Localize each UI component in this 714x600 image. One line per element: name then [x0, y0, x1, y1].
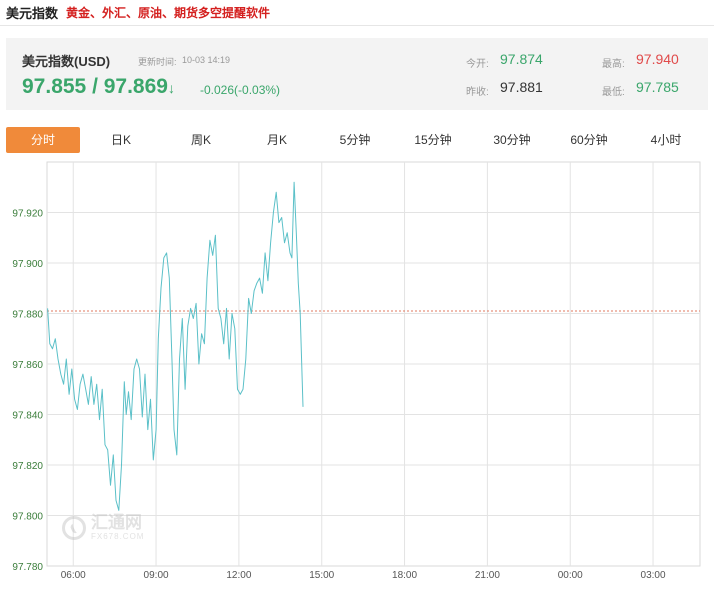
tab-monthly-k[interactable]: 月K [266, 133, 287, 147]
down-arrow-icon: ↓ [167, 80, 175, 96]
tab-daily-k[interactable]: 日K [110, 133, 131, 147]
quote-panel: 美元指数(USD) 更新时间: 10-03 14:19 97.855 / 97.… [6, 38, 708, 110]
chart-svg: 97.780 97.800 97.820 97.840 97.860 97.880 97.9… [12, 161, 701, 581]
prev-close-label: 昨收: [466, 87, 489, 98]
y-tick-label: 97.880 [12, 310, 43, 321]
price-line [47, 181, 304, 511]
tab-5min[interactable]: 5分钟 [339, 133, 371, 147]
y-tick-label: 97.800 [12, 512, 43, 523]
x-tick-label: 09:00 [144, 570, 169, 581]
y-tick-label: 97.860 [12, 360, 43, 371]
page-title: 美元指数 [6, 6, 59, 21]
tab-weekly-k[interactable]: 周K [190, 133, 211, 147]
top-bar: 美元指数 黄金、外汇、原油、期货多空提醒软件 [0, 0, 714, 26]
promo-link[interactable]: 黄金、外汇、原油、期货多空提醒软件 [66, 6, 271, 20]
price-change: -0.026(-0.03%) [200, 83, 281, 97]
prev-close-value: 97.881 [500, 79, 543, 95]
y-tick-label: 97.780 [12, 562, 43, 573]
x-tick-label: 18:00 [392, 570, 417, 581]
x-tick-label: 06:00 [61, 570, 86, 581]
x-tick-label: 00:00 [558, 570, 583, 581]
intraday-chart: 97.780 97.800 97.820 97.840 97.860 97.880 97.9… [0, 160, 714, 600]
low-label: 最低: [602, 87, 625, 98]
update-time-label: 更新时间: [138, 57, 177, 67]
y-tick-label: 97.820 [12, 461, 43, 472]
y-tick-label: 97.900 [12, 259, 43, 270]
x-tick-label: 12:00 [226, 570, 251, 581]
watermark-text: 汇通网 [91, 513, 142, 532]
y-tick-label: 97.920 [12, 209, 43, 220]
x-tick-label: 03:00 [641, 570, 666, 581]
y-tick-label: 97.840 [12, 411, 43, 422]
instrument-name: 美元指数(USD) [22, 54, 111, 69]
x-tick-label: 15:00 [309, 570, 334, 581]
current-price: 97.855 / 97.869↓ [22, 75, 175, 99]
watermark-logo: 汇通网 FX678.COM [62, 514, 144, 541]
period-tabs: 分时 日K 周K 月K 5分钟 15分钟 30分钟 60分钟 4小时 [6, 127, 708, 155]
watermark-url: FX678.COM [91, 532, 145, 541]
fx678-logo-icon [62, 515, 86, 540]
x-tick-label: 21:00 [475, 570, 500, 581]
high-value: 97.940 [636, 51, 679, 67]
tab-30min[interactable]: 30分钟 [493, 133, 531, 147]
open-value: 97.874 [500, 51, 543, 67]
tab-4hour[interactable]: 4小时 [650, 133, 682, 147]
low-value: 97.785 [636, 79, 679, 95]
update-time: 10-03 14:19 [182, 55, 231, 65]
bid-ask-price: 97.855 / 97.869 [22, 75, 168, 98]
high-label: 最高: [602, 59, 625, 70]
open-label: 今开: [466, 59, 489, 70]
tab-timeshare[interactable]: 分时 [6, 127, 80, 153]
tab-15min[interactable]: 15分钟 [414, 133, 452, 147]
tab-60min[interactable]: 60分钟 [570, 133, 608, 147]
